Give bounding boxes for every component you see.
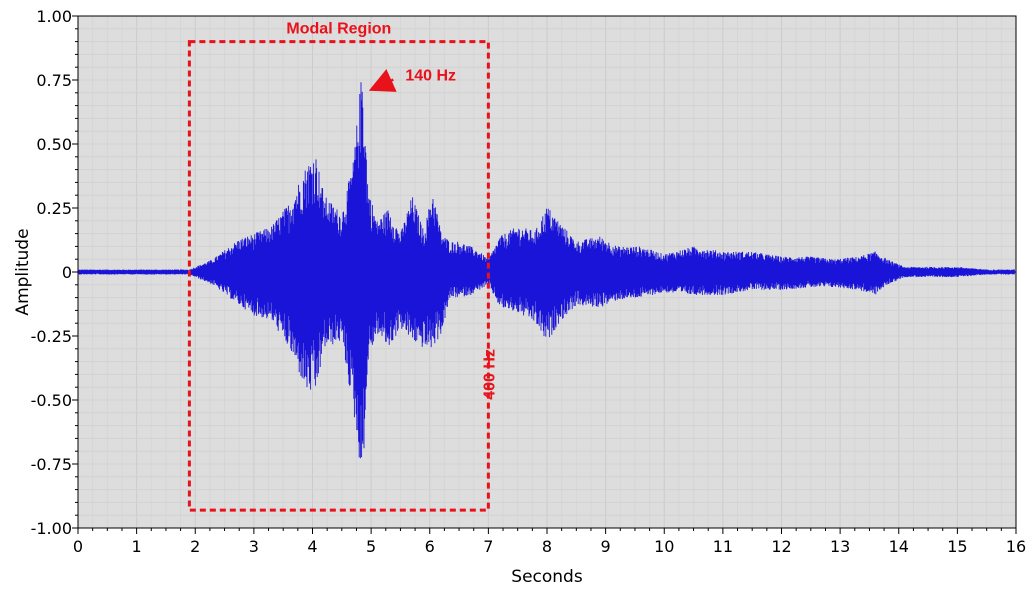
x-tick-label: 5 (366, 537, 376, 556)
x-tick-label: 0 (73, 537, 83, 556)
x-tick-label: 14 (889, 537, 909, 556)
x-tick-label: 1 (132, 537, 142, 556)
x-tick-label: 16 (1006, 537, 1026, 556)
y-tick-label: -0.50 (31, 391, 72, 410)
axes: 0 1 2 3 4 5 6 7 8 9 10 11 12 13 14 15 161.000.750.500.25… (31, 7, 1027, 556)
x-tick-label: 4 (307, 537, 317, 556)
x-axis-label: Seconds (511, 567, 583, 587)
x-tick-label: 11 (713, 537, 733, 556)
annotations: Modal Region 140 Hz 400 Hz (187, 21, 498, 512)
y-tick-label: -0.75 (31, 455, 72, 474)
y-tick-label: 0.50 (36, 135, 72, 154)
edge-label: 400 Hz (481, 349, 498, 400)
x-tick-label: 12 (771, 537, 791, 556)
x-tick-label: 15 (947, 537, 967, 556)
x-tick-label: 9 (601, 537, 611, 556)
modal-region-box (187, 40, 490, 512)
peak-arrow (368, 69, 397, 92)
y-tick-label: 0 (62, 263, 72, 282)
x-tick-label: 2 (190, 537, 200, 556)
y-tick-label: -0.25 (31, 327, 72, 346)
y-tick-label: 0.75 (36, 71, 72, 90)
x-tick-label: 8 (542, 537, 552, 556)
series-layer (78, 82, 1016, 459)
x-tick-label: 7 (483, 537, 493, 556)
x-tick-label: 13 (830, 537, 850, 556)
y-tick-label: -1.00 (31, 519, 72, 538)
y-tick-label: 1.00 (36, 7, 72, 26)
x-tick-label: 3 (249, 537, 259, 556)
y-axis-label: Amplitude (13, 228, 33, 315)
x-tick-label: 6 (425, 537, 435, 556)
modal-region-label: Modal Region (286, 21, 391, 38)
x-tick-label: 10 (654, 537, 674, 556)
y-tick-label: 0.25 (36, 199, 72, 218)
peak-label: 140 Hz (405, 68, 456, 85)
